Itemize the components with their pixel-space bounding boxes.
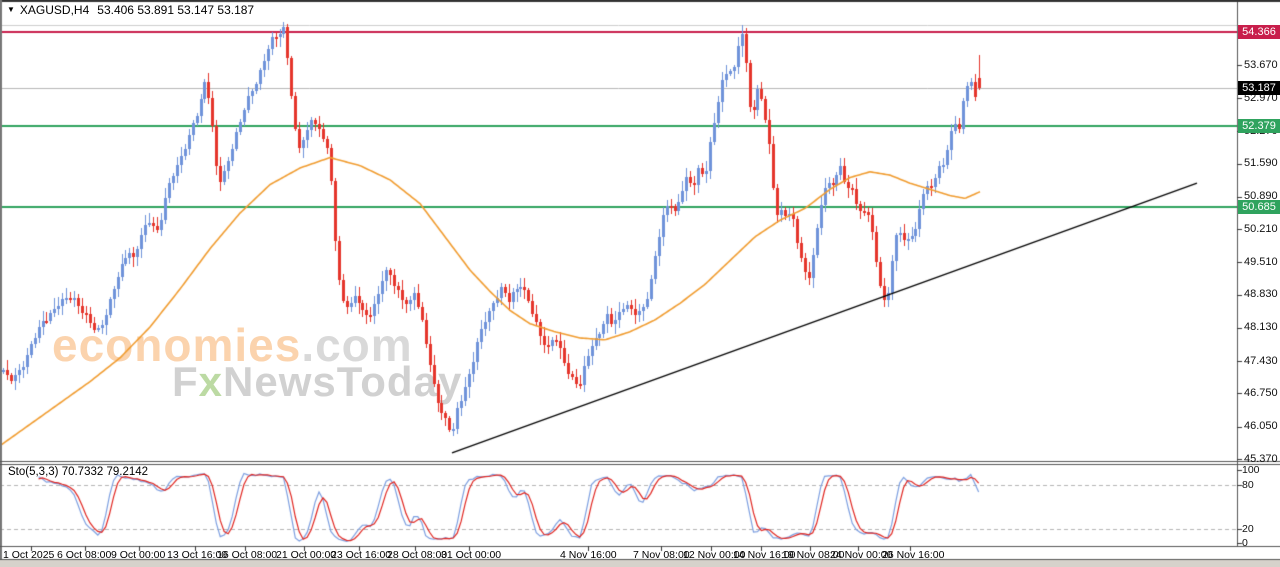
chart-canvas[interactable] xyxy=(0,0,1280,567)
mt4-chart-window: economies.com FxNewsToday ▼XAGUSD,H453.4… xyxy=(0,0,1280,567)
